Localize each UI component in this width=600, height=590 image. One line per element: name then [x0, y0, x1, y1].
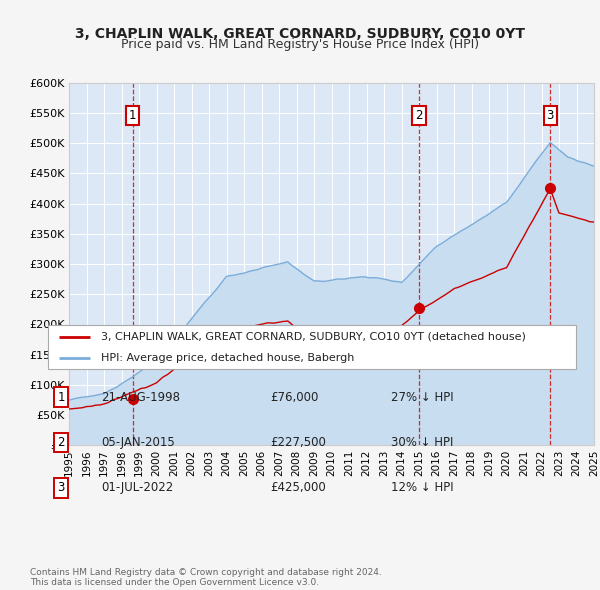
Text: 2: 2	[415, 109, 423, 122]
Text: 1: 1	[129, 109, 136, 122]
Text: 3, CHAPLIN WALK, GREAT CORNARD, SUDBURY, CO10 0YT (detached house): 3, CHAPLIN WALK, GREAT CORNARD, SUDBURY,…	[101, 332, 526, 342]
FancyBboxPatch shape	[48, 324, 576, 369]
Text: HPI: Average price, detached house, Babergh: HPI: Average price, detached house, Babe…	[101, 353, 354, 363]
Text: 30% ↓ HPI: 30% ↓ HPI	[391, 436, 454, 449]
Text: Contains HM Land Registry data © Crown copyright and database right 2024.
This d: Contains HM Land Registry data © Crown c…	[30, 568, 382, 587]
Text: 2: 2	[58, 436, 65, 449]
Text: 1: 1	[58, 391, 65, 404]
Text: £425,000: £425,000	[270, 481, 326, 494]
Text: 01-JUL-2022: 01-JUL-2022	[101, 481, 173, 494]
Text: 3, CHAPLIN WALK, GREAT CORNARD, SUDBURY, CO10 0YT: 3, CHAPLIN WALK, GREAT CORNARD, SUDBURY,…	[75, 27, 525, 41]
Text: £76,000: £76,000	[270, 391, 318, 404]
Text: 3: 3	[58, 481, 65, 494]
Text: 27% ↓ HPI: 27% ↓ HPI	[391, 391, 454, 404]
Text: £227,500: £227,500	[270, 436, 326, 449]
Text: Price paid vs. HM Land Registry's House Price Index (HPI): Price paid vs. HM Land Registry's House …	[121, 38, 479, 51]
Text: 12% ↓ HPI: 12% ↓ HPI	[391, 481, 454, 494]
Text: 3: 3	[547, 109, 554, 122]
Text: 05-JAN-2015: 05-JAN-2015	[101, 436, 175, 449]
Text: 21-AUG-1998: 21-AUG-1998	[101, 391, 180, 404]
